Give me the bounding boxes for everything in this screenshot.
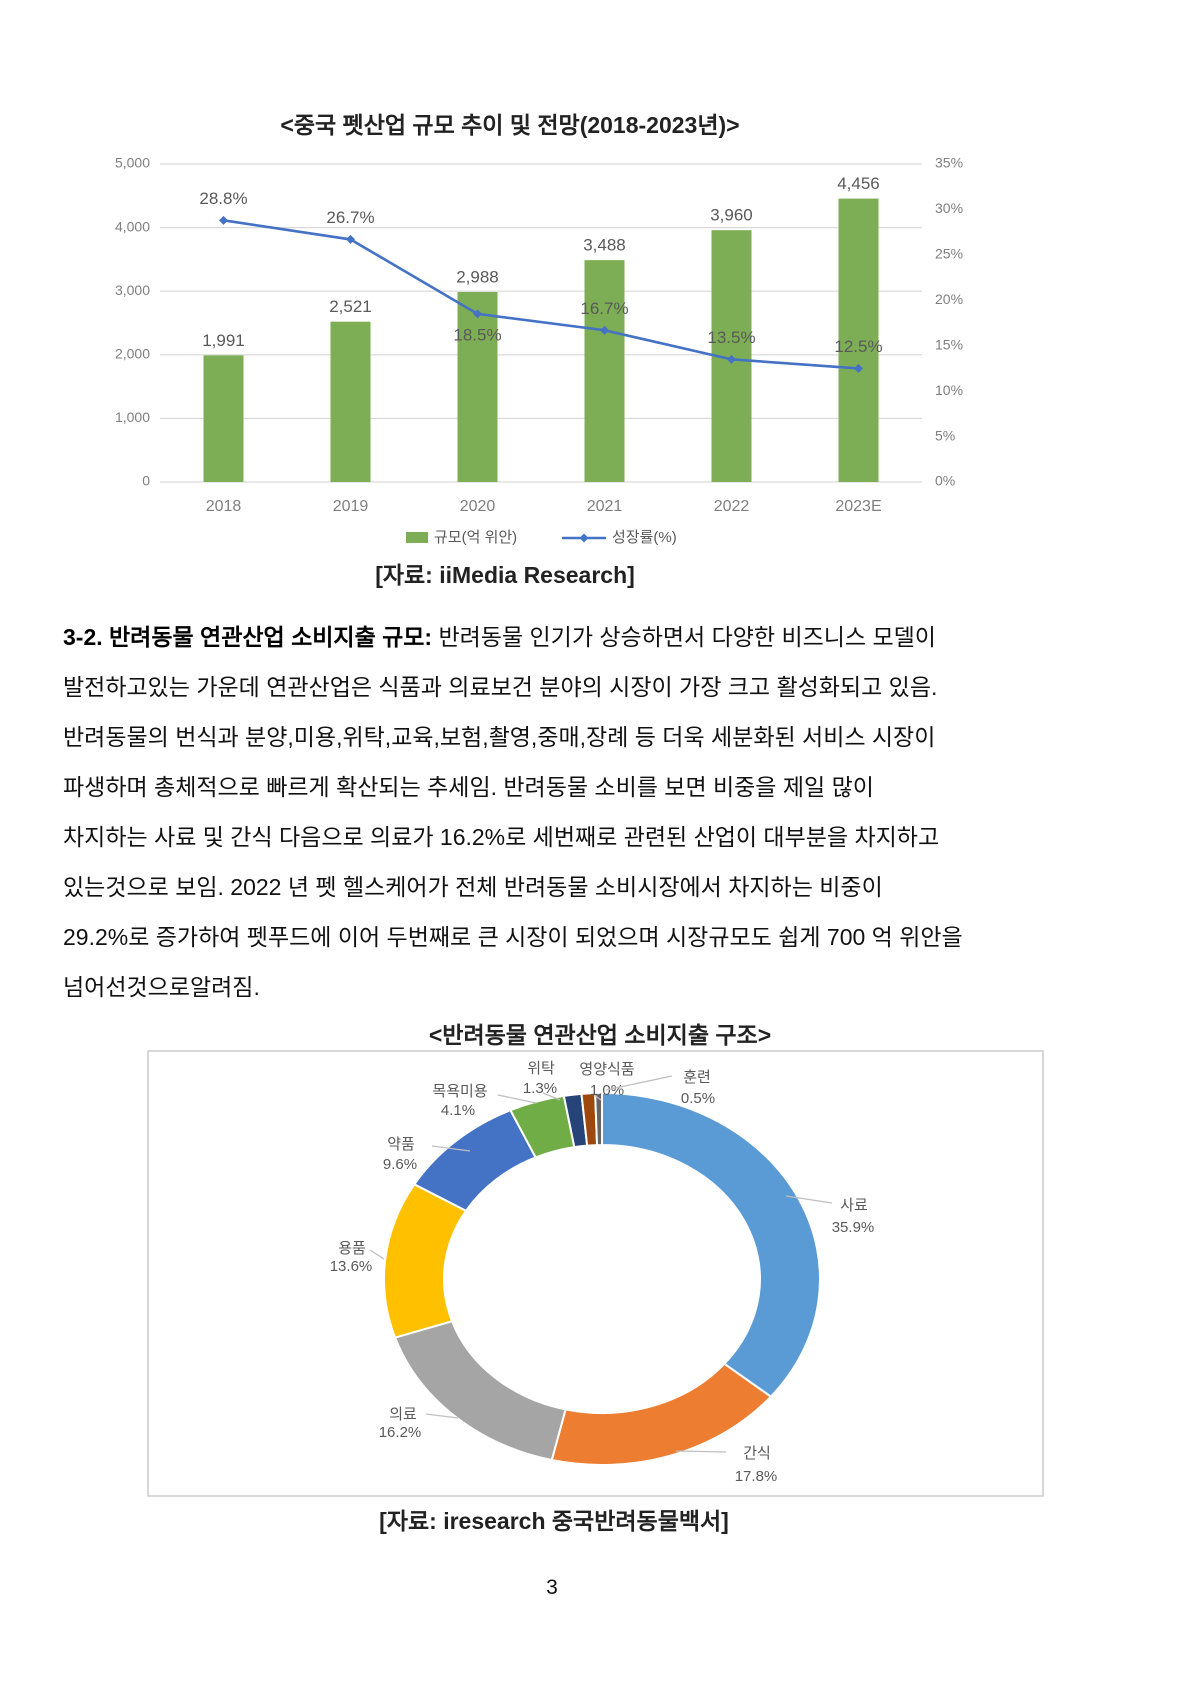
- slice-name-label: 용품: [338, 1240, 366, 1257]
- slice-name-label: 위탁: [527, 1060, 555, 1077]
- paragraph-line: 3-2. 반려동물 연관산업 소비지출 규모: 반려동물 인기가 상승하면서 다…: [63, 624, 936, 650]
- donut-slice: [594, 1091, 603, 1147]
- right-axis-tick: 5%: [935, 427, 955, 443]
- bar: [457, 291, 498, 482]
- leader-line: [605, 1075, 673, 1091]
- paragraph-line: 반려동물의 번식과 분양,미용,위탁,교육,보험,촬영,중매,장례 등 더욱 세…: [63, 724, 936, 750]
- paragraph-line: 있는것으로 보임. 2022 년 펫 헬스케어가 전체 반려동물 소비시장에서 …: [63, 874, 883, 900]
- slice-pct-label: 1.0%: [590, 1082, 624, 1099]
- left-axis-tick: 1,000: [115, 409, 150, 425]
- left-axis-tick: 5,000: [115, 155, 150, 171]
- slice-pct-label: 4.1%: [441, 1102, 475, 1119]
- right-axis-tick: 20%: [935, 291, 963, 307]
- legend-line-marker: [579, 533, 589, 543]
- slice-pct-label: 17.8%: [735, 1468, 778, 1485]
- left-axis-tick: 4,000: [115, 218, 150, 234]
- paragraph-line: 파생하며 총체적으로 빠르게 확산되는 추세임. 반려동물 소비를 보면 비중을…: [63, 774, 874, 800]
- x-axis-label: 2020: [460, 498, 496, 515]
- paragraph-line: 차지하는 사료 및 간식 다음으로 의료가 16.2%로 세번째로 관련된 산업…: [63, 824, 940, 850]
- leader-line: [497, 1094, 537, 1104]
- pet-industry-combo-chart: 5,000 4,000 3,000 2,000 1,000 0 35% 30% 25% 20% 15…: [115, 155, 963, 546]
- bar-value-label: 3,488: [583, 236, 626, 255]
- leader-line: [542, 1092, 561, 1101]
- left-axis-tick: 2,000: [115, 346, 150, 362]
- chart2-title: <반려동물 연관산업 소비지출 구조>: [428, 1022, 772, 1048]
- line-marker: [346, 234, 355, 244]
- chart1-title: <중국 펫산업 규모 추이 및 전망(2018-2023년)>: [280, 112, 740, 138]
- x-axis-label: 2019: [333, 498, 369, 515]
- paragraph-line: 29.2%로 증가하여 펫푸드에 이어 두번째로 큰 시장이 되었으며 시장규모…: [63, 924, 963, 950]
- growth-value-label: 26.7%: [326, 208, 374, 227]
- bar-value-label: 2,988: [456, 267, 499, 286]
- x-axis-label: 2018: [206, 498, 242, 515]
- chart2-source: [자료: iresearch 중국반려동물백서]: [379, 1508, 729, 1534]
- left-axis-tick: 0: [142, 473, 150, 489]
- right-axis-tick: 10%: [935, 382, 963, 398]
- line-marker: [727, 354, 736, 364]
- slice-name-label: 의료: [389, 1406, 417, 1423]
- legend-line-label: 성장률(%): [612, 529, 677, 546]
- body-paragraph: 3-2. 반려동물 연관산업 소비지출 규모: 반려동물 인기가 상승하면서 다…: [63, 612, 1153, 1012]
- growth-line: [223, 219, 859, 370]
- right-axis-tick: 35%: [935, 155, 963, 171]
- slice-name-label: 영양식품: [579, 1061, 634, 1078]
- bar-value-label: 1,991: [202, 331, 245, 350]
- x-axis-label: 2021: [587, 498, 623, 515]
- line-marker: [219, 215, 228, 225]
- slice-name-label: 약품: [387, 1136, 415, 1153]
- growth-value-label: 16.7%: [580, 299, 628, 318]
- slice-pct-label: 35.9%: [832, 1219, 875, 1236]
- bar-value-label: 2,521: [329, 297, 372, 316]
- leader-line: [369, 1249, 385, 1260]
- legend-bar-label: 규모(억 위안): [434, 529, 517, 546]
- paragraph-line: 발전하고있는 가운데 연관산업은 식품과 의료보건 분야의 시장이 가장 크고 …: [63, 674, 938, 700]
- leader-line: [425, 1413, 459, 1419]
- right-axis-tick: 15%: [935, 336, 963, 352]
- donut-slice: [601, 1091, 821, 1398]
- leader-line: [431, 1145, 471, 1152]
- bar: [330, 321, 371, 482]
- slice-name-label: 목욕미용: [432, 1083, 487, 1100]
- leader-line: [785, 1195, 833, 1204]
- leader-line: [592, 1093, 602, 1101]
- line-marker: [854, 363, 863, 373]
- slice-name-label: 사료: [840, 1197, 868, 1214]
- bar-value-label: 4,456: [837, 174, 880, 193]
- legend-bar-swatch: [406, 532, 428, 543]
- slice-pct-label: 0.5%: [681, 1090, 715, 1107]
- leader-line: [675, 1450, 727, 1453]
- x-axis-label: 2022: [714, 498, 750, 515]
- bar-value-label: 3,960: [710, 206, 753, 225]
- slice-name-label: 간식: [743, 1445, 771, 1462]
- paragraph-line: 넘어선것으로알려짐.: [63, 974, 260, 1000]
- right-axis-tick: 30%: [935, 200, 963, 216]
- growth-value-label: 13.5%: [707, 328, 755, 347]
- growth-value-label: 12.5%: [834, 337, 882, 356]
- slice-pct-label: 9.6%: [383, 1156, 417, 1173]
- slice-pct-label: 16.2%: [379, 1424, 422, 1441]
- chart1-source: [자료: iiMedia Research]: [375, 562, 635, 588]
- x-axis-label: 2023E: [835, 498, 881, 515]
- bar: [584, 260, 625, 482]
- section-heading: 3-2. 반려동물 연관산업 소비지출 규모:: [63, 624, 433, 650]
- slice-pct-label: 13.6%: [330, 1258, 373, 1275]
- line-marker: [600, 325, 609, 335]
- slice-name-label: 훈련: [683, 1069, 711, 1086]
- line-marker: [473, 309, 482, 319]
- bar: [203, 355, 244, 482]
- growth-value-label: 18.5%: [453, 325, 501, 344]
- page-number: 3: [546, 1576, 558, 1599]
- right-axis-tick: 0%: [935, 473, 955, 489]
- right-axis-tick: 25%: [935, 246, 963, 262]
- slice-pct-label: 1.3%: [523, 1080, 557, 1097]
- left-axis-tick: 3,000: [115, 282, 150, 298]
- bar: [838, 198, 879, 483]
- growth-value-label: 28.8%: [199, 189, 247, 208]
